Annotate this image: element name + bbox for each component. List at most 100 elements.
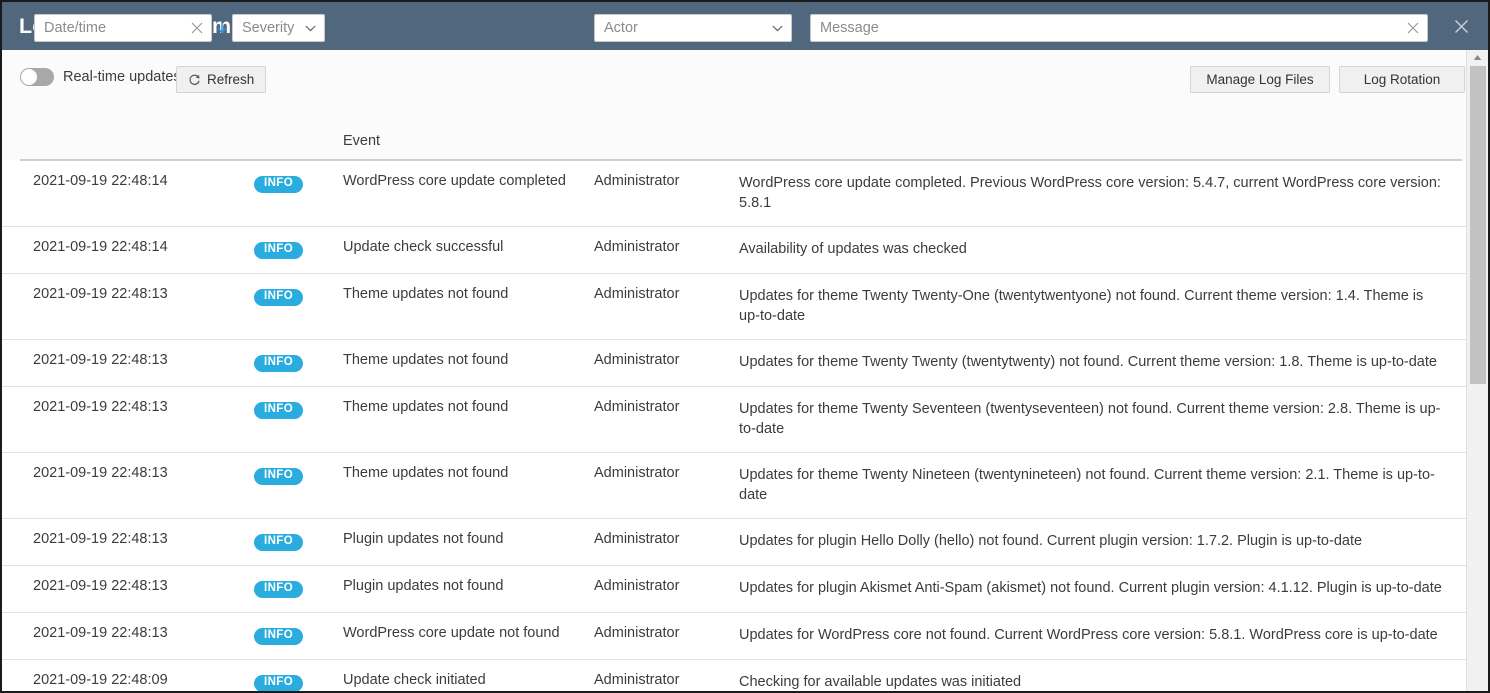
cell-datetime: 2021-09-19 22:48:13 [33,465,168,481]
cell-actor: Administrator [594,173,680,189]
manage-log-files-button[interactable]: Manage Log Files [1190,66,1330,93]
log-table: 2021-09-19 22:48:14 INFO WordPress core up… [2,161,1468,691]
table-row[interactable]: 2021-09-19 22:48:13 INFO Theme updates not… [2,453,1468,519]
realtime-updates-label: Real-time updates [63,69,181,85]
cell-datetime: 2021-09-19 22:48:09 [33,672,168,688]
filter-bar [2,112,1488,160]
table-row[interactable]: 2021-09-19 22:48:14 INFO Update check succ… [2,227,1468,274]
status-badge[interactable]: INFO [254,534,304,551]
table-row-content: 2021-09-19 22:48:14 INFO WordPress core up… [20,173,1450,213]
cell-actor: Administrator [594,399,680,415]
sort-direction-arrow-down-icon[interactable] [216,21,228,35]
scrollbar-thumb[interactable] [1470,66,1486,384]
table-row[interactable]: 2021-09-19 22:48:09 INFO Update check init… [2,660,1468,691]
status-badge[interactable]: INFO [254,402,304,419]
scroll-up-triangle-up-icon[interactable] [1467,50,1488,65]
header-divider [20,159,1462,161]
table-row[interactable]: 2021-09-19 22:48:14 INFO WordPress core up… [2,161,1468,227]
table-row-content: 2021-09-19 22:48:13 INFO Theme updates not… [20,399,1450,439]
cell-event: WordPress core update completed [343,173,566,189]
status-badge[interactable]: INFO [254,355,304,372]
cell-message: Availability of updates was checked [739,241,967,257]
cell-severity: INFO [254,286,350,306]
cell-actor: Administrator [594,465,680,481]
table-row-content: 2021-09-19 22:48:13 INFO Theme updates not… [20,465,1450,505]
status-badge[interactable]: INFO [254,176,304,193]
cell-actor: Administrator [594,352,680,368]
status-badge[interactable]: INFO [254,242,304,259]
actor-filter-placeholder: Actor [604,20,638,36]
status-badge[interactable]: INFO [254,628,304,645]
cell-event: Theme updates not found [343,465,509,481]
realtime-updates-toggle-group: Real-time updates [20,68,181,86]
table-row-content: 2021-09-19 22:48:09 INFO Update check init… [20,672,1450,691]
message-clear-icon[interactable] [1399,22,1427,34]
cell-actor: Administrator [594,625,680,641]
table-row-content: 2021-09-19 22:48:13 INFO Theme updates not… [20,352,1450,373]
table-row[interactable]: 2021-09-19 22:48:13 INFO Theme updates not… [2,340,1468,387]
table-row[interactable]: 2021-09-19 22:48:13 INFO Theme updates not… [2,274,1468,340]
table-row[interactable]: 2021-09-19 22:48:13 INFO WordPress core up… [2,613,1468,660]
status-badge[interactable]: INFO [254,289,304,306]
realtime-updates-toggle[interactable] [20,68,54,86]
cell-severity: INFO [254,399,350,419]
column-header-event[interactable]: Event [343,133,381,149]
table-row[interactable]: 2021-09-19 22:48:13 INFO Plugin updates no… [2,566,1468,613]
table-row[interactable]: 2021-09-19 22:48:13 INFO Plugin updates no… [2,519,1468,566]
cell-datetime: 2021-09-19 22:48:13 [33,578,168,594]
message-filter-placeholder: Message [820,20,879,36]
cell-actor: Administrator [594,239,680,255]
cell-actor: Administrator [594,578,680,594]
cell-severity: INFO [254,239,350,259]
refresh-button-label: Refresh [207,72,255,87]
cell-datetime: 2021-09-19 22:48:13 [33,399,168,415]
status-badge[interactable]: INFO [254,581,304,598]
table-row[interactable]: 2021-09-19 22:48:13 INFO Theme updates not… [2,387,1468,453]
log-rotation-label: Log Rotation [1363,72,1441,87]
status-badge[interactable]: INFO [254,468,304,485]
cell-message: Checking for available updates was initi… [739,674,1022,690]
severity-filter-placeholder: Severity [242,20,295,36]
table-row-content: 2021-09-19 22:48:13 INFO Plugin updates no… [20,578,1450,599]
cell-datetime: 2021-09-19 22:48:13 [33,352,168,368]
severity-filter-select[interactable]: Severity [232,14,325,42]
cell-message: Updates for WordPress core not found. Cu… [739,627,1438,643]
status-badge[interactable]: INFO [254,675,304,691]
log-rotation-button[interactable]: Log Rotation [1339,66,1465,93]
cell-datetime: 2021-09-19 22:48:13 [33,286,168,302]
cell-datetime: 2021-09-19 22:48:13 [33,531,168,547]
cell-message: Updates for plugin Akismet Anti-Spam (ak… [739,580,1442,596]
cell-severity: INFO [254,465,350,485]
cell-message: Updates for theme Twenty Nineteen (twent… [739,467,1435,503]
datetime-filter-input[interactable]: Date/time [34,14,212,42]
table-row-content: 2021-09-19 22:48:13 INFO WordPress core up… [20,625,1450,646]
actor-filter-select[interactable]: Actor [594,14,792,42]
cell-severity: INFO [254,672,350,691]
toggle-knob [21,69,37,85]
cell-event: Theme updates not found [343,286,509,302]
cell-severity: INFO [254,625,350,645]
message-filter-input[interactable]: Message [810,14,1428,42]
cell-datetime: 2021-09-19 22:48:14 [33,239,168,255]
cell-event: WordPress core update not found [343,625,560,641]
cell-message: Updates for plugin Hello Dolly (hello) n… [739,533,1363,549]
chevron-down-icon[interactable] [764,25,791,32]
cell-actor: Administrator [594,672,680,688]
refresh-icon [188,73,201,86]
cell-severity: INFO [254,173,350,193]
chevron-down-icon[interactable] [297,25,324,32]
datetime-clear-icon[interactable] [183,22,211,34]
cell-datetime: 2021-09-19 22:48:14 [33,173,168,189]
cell-message: Updates for theme Twenty Twenty (twentyt… [739,354,1437,370]
vertical-scrollbar[interactable] [1466,50,1488,691]
table-row-content: 2021-09-19 22:48:14 INFO Update check succ… [20,239,1450,260]
datetime-filter-placeholder: Date/time [44,20,107,36]
close-icon[interactable] [1448,13,1474,39]
manage-log-files-label: Manage Log Files [1206,72,1314,87]
cell-event: Theme updates not found [343,399,509,415]
cell-message: WordPress core update completed. Previou… [739,175,1441,211]
refresh-button[interactable]: Refresh [176,66,267,93]
cell-event: Plugin updates not found [343,531,504,547]
cell-severity: INFO [254,578,350,598]
